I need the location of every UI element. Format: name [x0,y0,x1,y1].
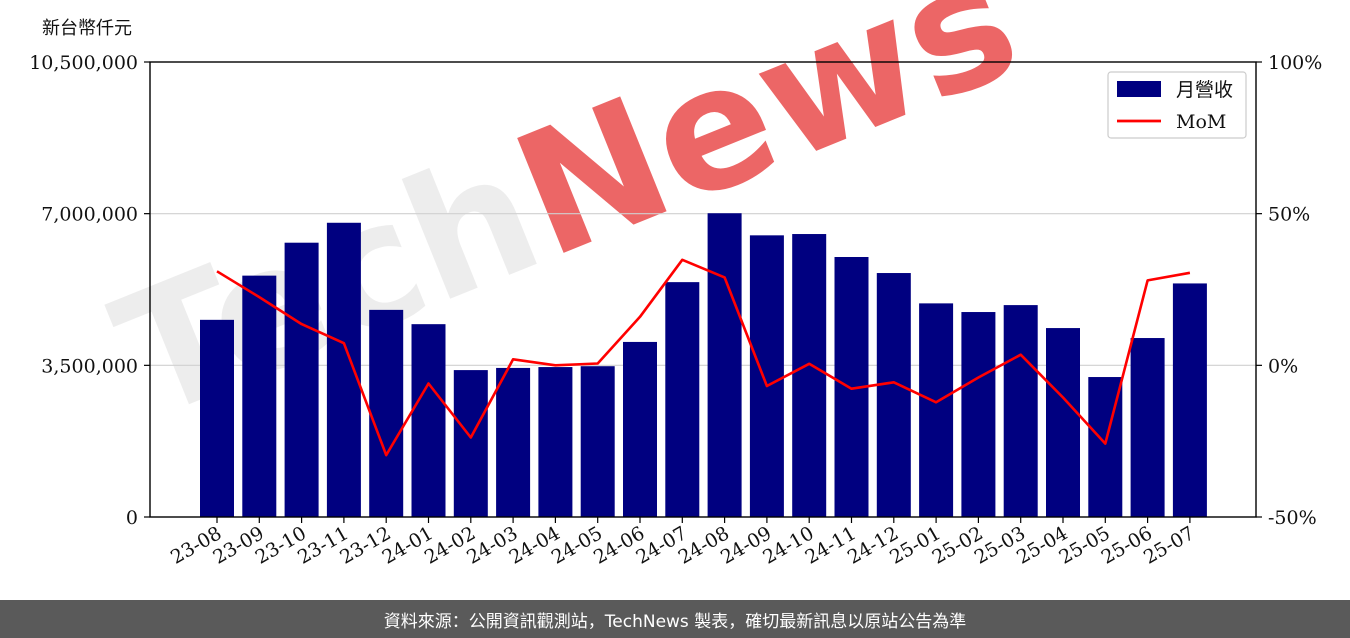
bar [242,275,277,517]
bar [919,303,954,517]
bar [284,242,319,517]
left-axis-unit-label: 新台幣仟元 [42,18,132,39]
bar [411,324,446,517]
right-axis-tick-label: 50% [1268,204,1310,226]
right-axis-tick-label: -50% [1268,507,1317,529]
left-axis-tick-label: 0 [126,507,138,529]
bar [876,273,911,517]
bar [453,370,488,517]
legend-label-revenue: 月營收 [1176,79,1233,101]
left-axis-tick-label: 3,500,000 [41,355,138,377]
right-axis-tick-label: 100% [1268,52,1322,74]
legend-label-mom: MoM [1176,111,1226,133]
bar [538,367,573,517]
bar [369,309,404,517]
source-footer-text: 資料來源：公開資訊觀測站，TechNews 製表，確切最新訊息以原站公告為準 [383,611,967,632]
left-axis-tick-label: 10,500,000 [29,52,138,74]
revenue-mom-chart: TechNews03,500,0007,000,00010,500,000-50… [29,0,1322,569]
mom-line [216,258,1191,457]
bar [792,234,827,518]
bar [580,366,615,517]
bar [1046,328,1080,517]
bar [749,235,784,518]
bar [326,222,361,517]
bar [1130,338,1165,517]
left-axis-tick-label: 7,000,000 [41,204,138,226]
plot-frame [149,61,1257,518]
bar [200,319,234,517]
bar [707,213,742,517]
chart-area: TechNews03,500,0007,000,00010,500,000-50… [29,0,1322,569]
bar [1003,305,1038,517]
legend-swatch-bar [1117,81,1161,97]
bar [665,282,700,517]
right-axis-tick-label: 0% [1268,355,1298,377]
source-footer: 資料來源：公開資訊觀測站，TechNews 製表，確切最新訊息以原站公告為準 [0,600,1350,638]
bar [496,367,531,517]
bar [623,341,657,517]
bar [961,312,996,517]
bar [1172,283,1207,517]
